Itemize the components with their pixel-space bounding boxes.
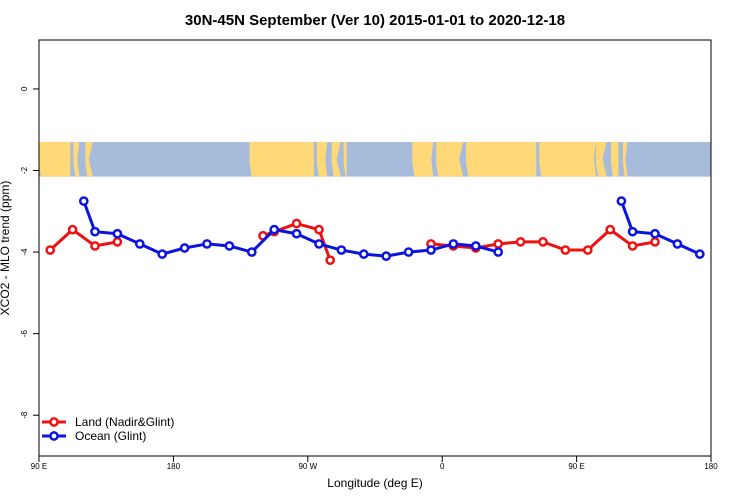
series-layer xyxy=(45,196,705,266)
legend-item: Ocean (Glint) xyxy=(42,429,146,443)
series-line xyxy=(82,200,499,258)
series-ocean-glint xyxy=(78,196,705,262)
data-point xyxy=(650,228,660,239)
y-tick-label: -2 xyxy=(20,166,29,174)
y-tick-label: 0 xyxy=(20,86,29,91)
data-point xyxy=(672,239,683,249)
legend-item: Land (Nadir&Glint) xyxy=(42,415,174,429)
data-point xyxy=(403,247,414,257)
map-land xyxy=(331,141,341,177)
data-point xyxy=(134,239,145,249)
legend-swatch-marker xyxy=(49,417,59,427)
x-tick-label: 0 xyxy=(440,462,445,471)
map-land xyxy=(610,141,619,177)
data-point xyxy=(325,255,336,266)
data-point xyxy=(45,245,56,255)
data-point xyxy=(650,237,660,247)
x-tick-label: 90 W xyxy=(298,462,317,471)
data-point xyxy=(381,251,392,262)
map-land xyxy=(466,141,537,177)
data-point xyxy=(314,239,324,249)
data-point xyxy=(157,249,168,259)
map-land xyxy=(316,141,328,177)
data-point xyxy=(448,239,459,249)
map-land xyxy=(343,141,347,177)
map-land xyxy=(73,141,80,177)
map-land xyxy=(622,141,628,177)
map-land xyxy=(85,141,93,177)
map-land xyxy=(539,141,597,177)
y-tick-label: -8 xyxy=(20,411,29,419)
plot-frame xyxy=(38,39,712,457)
x-tick-label: 90 E xyxy=(568,462,584,471)
data-point xyxy=(78,196,89,206)
data-point xyxy=(90,226,100,237)
data-point xyxy=(627,241,638,251)
data-point xyxy=(90,241,100,251)
map-land xyxy=(596,141,607,177)
x-tick-label: 90 E xyxy=(31,462,47,471)
data-point xyxy=(224,241,235,251)
y-tick-label: -4 xyxy=(20,248,29,256)
x-axis: 90 E 180 90 W 0 90 E 180 xyxy=(31,456,718,471)
x-axis-label: Longitude (deg E) xyxy=(327,476,422,490)
map-land xyxy=(249,141,314,177)
data-point xyxy=(493,247,504,257)
map-ocean xyxy=(39,141,711,177)
data-point xyxy=(246,247,257,257)
x-tick-label: 180 xyxy=(704,462,718,471)
world-map-band xyxy=(39,141,711,177)
data-point xyxy=(426,245,436,255)
map-land xyxy=(412,141,434,177)
data-point xyxy=(291,228,302,239)
data-point xyxy=(269,224,280,235)
data-point xyxy=(627,226,638,237)
data-point xyxy=(291,218,302,229)
chart-title: 30N-45N September (Ver 10) 2015-01-01 to… xyxy=(185,12,565,29)
data-point xyxy=(336,245,347,255)
legend-swatch-marker xyxy=(49,431,59,441)
data-point xyxy=(179,243,190,253)
x-tick-label: 180 xyxy=(167,462,181,471)
data-point xyxy=(314,224,324,235)
data-point xyxy=(202,239,212,249)
y-axis-label: XCO2 - MLO trend (ppm) xyxy=(0,181,12,316)
map-land xyxy=(39,141,71,177)
map-land xyxy=(436,141,464,177)
data-point xyxy=(493,239,504,249)
data-point xyxy=(694,249,705,259)
legend-label: Ocean (Glint) xyxy=(75,429,146,443)
data-point xyxy=(67,224,78,235)
y-tick-label: -6 xyxy=(20,330,29,338)
data-point xyxy=(605,224,616,235)
data-point xyxy=(112,228,123,239)
data-point xyxy=(538,237,548,247)
data-point xyxy=(470,241,481,251)
data-point xyxy=(358,249,369,259)
legend: Land (Nadir&Glint)Ocean (Glint) xyxy=(42,415,174,443)
data-point xyxy=(582,245,593,255)
data-point xyxy=(515,237,526,247)
data-point xyxy=(560,245,571,255)
legend-label: Land (Nadir&Glint) xyxy=(75,415,174,429)
y-axis: 0 -2 -4 -6 -8 xyxy=(20,86,39,419)
data-point xyxy=(112,237,123,247)
series-line xyxy=(49,228,118,252)
data-point xyxy=(616,196,627,206)
